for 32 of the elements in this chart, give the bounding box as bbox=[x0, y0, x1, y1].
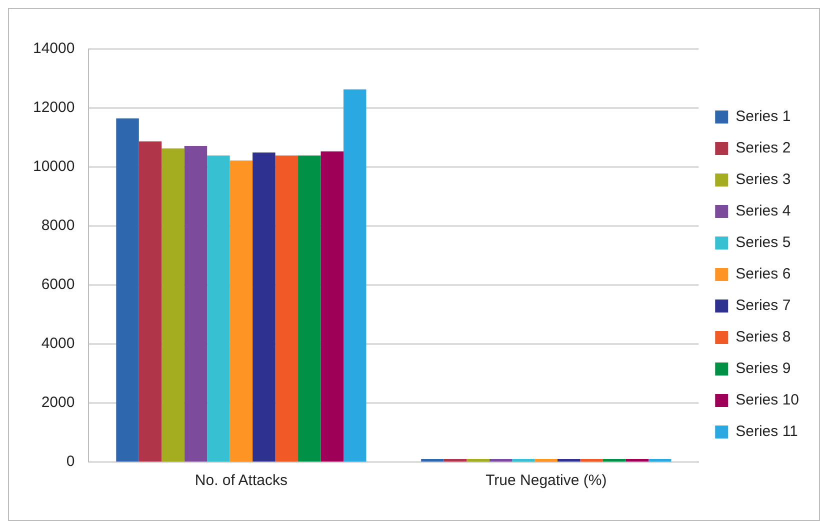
bar bbox=[252, 152, 276, 462]
bar bbox=[320, 151, 344, 462]
bar bbox=[138, 141, 162, 462]
legend-label: Series 4 bbox=[736, 202, 791, 220]
legend-label: Series 8 bbox=[736, 328, 791, 346]
y-tick-label: 0 bbox=[66, 453, 75, 470]
bar bbox=[116, 118, 139, 462]
bar bbox=[343, 89, 366, 462]
legend-label: Series 11 bbox=[736, 423, 798, 440]
bar bbox=[184, 146, 208, 462]
bar bbox=[207, 155, 230, 462]
legend-label: Series 7 bbox=[736, 297, 791, 314]
legend-label: Series 6 bbox=[736, 266, 791, 283]
bar bbox=[275, 155, 298, 462]
y-tick-label: 6000 bbox=[41, 276, 75, 294]
legend-label: Series 2 bbox=[736, 140, 791, 157]
bar bbox=[298, 155, 321, 462]
bar bbox=[162, 148, 184, 462]
x-tick-label: No. of Attacks bbox=[194, 472, 288, 490]
y-tick-label: 12000 bbox=[32, 99, 75, 116]
legend-label: Series 5 bbox=[736, 234, 791, 252]
y-tick-label: 10000 bbox=[32, 158, 75, 176]
x-tick-label: True Negative (%) bbox=[486, 472, 607, 490]
legend-label: Series 9 bbox=[736, 360, 791, 378]
legend-label: Series 3 bbox=[736, 171, 791, 188]
legend-label: Series 1 bbox=[736, 108, 791, 126]
y-tick-label: 2000 bbox=[41, 394, 75, 412]
legend-label: Series 10 bbox=[736, 392, 800, 409]
y-tick-label: 8000 bbox=[41, 217, 75, 234]
y-tick-label: 14000 bbox=[32, 40, 75, 58]
y-tick-label: 4000 bbox=[41, 335, 75, 352]
bar bbox=[230, 160, 253, 462]
